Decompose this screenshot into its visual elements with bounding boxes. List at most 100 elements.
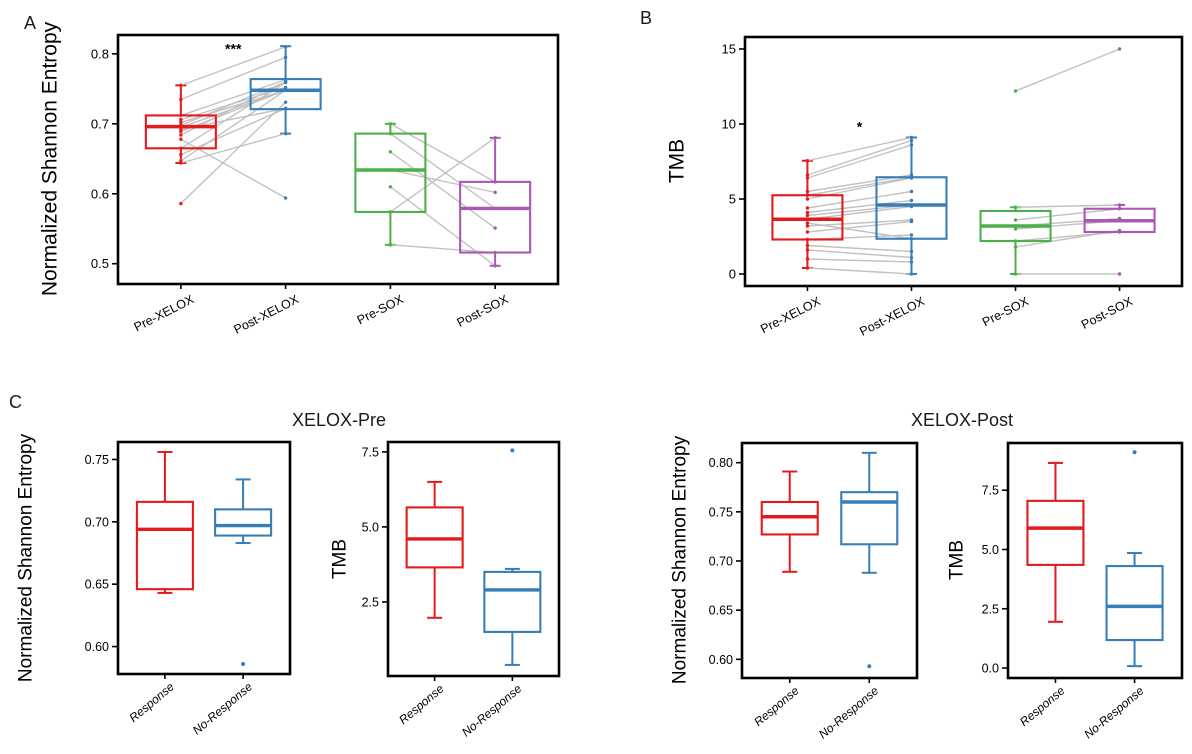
axis-frame	[116, 440, 292, 676]
pair-line	[807, 205, 912, 220]
axis-frame	[116, 33, 560, 286]
x-axis-ticks: Response No-Response	[751, 678, 881, 741]
x-category-label: Response	[751, 683, 802, 729]
x-axis-ticks: Response No-Response	[126, 674, 255, 737]
pair-point	[1117, 47, 1122, 51]
box-pre-xelox	[771, 194, 844, 241]
pair-point	[1013, 272, 1018, 276]
pair-line	[807, 176, 912, 196]
box-outlines	[405, 448, 542, 633]
box-no-response	[214, 508, 273, 537]
box-no-response	[1105, 565, 1164, 642]
pair-point	[805, 159, 810, 163]
pair-point	[909, 249, 914, 254]
pair-line	[1015, 229, 1120, 248]
y-tick-label: 0.7	[91, 116, 109, 131]
y-tick-label: 0.60	[85, 640, 109, 654]
y-tick-label: 0.75	[709, 505, 733, 519]
pair-line	[180, 101, 287, 205]
pair-point	[493, 226, 497, 230]
pair-point	[1013, 89, 1018, 93]
box-fill	[841, 492, 898, 545]
paired-lines	[807, 48, 1120, 275]
pair-point	[805, 221, 810, 225]
pair-line	[807, 258, 912, 263]
y-axis-ticks: 7.5 5.0 2.5	[362, 445, 388, 609]
pair-point	[909, 272, 914, 276]
pair-line	[180, 56, 286, 100]
y-tick-label: 2.5	[982, 602, 999, 616]
outlier-point	[241, 662, 246, 667]
significance-marker: ***	[225, 40, 242, 56]
pair-point	[179, 201, 183, 206]
pair-point	[909, 135, 914, 140]
x-category-label: No-Response	[190, 679, 255, 737]
pair-line	[807, 204, 912, 217]
pair-point	[283, 45, 288, 49]
panel-c2-plot: 7.5 5.0 2.5 Response No-Response	[362, 440, 561, 739]
pair-point	[805, 173, 810, 177]
box-fills	[406, 507, 541, 632]
box-outlines	[144, 78, 532, 254]
panel-label-c: C	[9, 392, 22, 412]
pair-point	[388, 243, 393, 247]
y-tick-label: 2.5	[362, 595, 379, 609]
pair-point	[909, 233, 914, 237]
pair-line	[390, 244, 496, 254]
pair-point	[909, 143, 914, 147]
pair-point	[805, 206, 810, 210]
y-axis-ticks: 15 10 5 0	[722, 42, 745, 282]
pair-point	[388, 150, 393, 154]
pair-line	[1015, 208, 1120, 221]
pair-point	[493, 190, 497, 195]
x-category-label: Pre-XELOX	[758, 294, 823, 336]
pair-point	[388, 185, 393, 189]
panel-label-a: A	[24, 13, 37, 33]
box-outlines	[771, 176, 1156, 243]
y-axis-ticks: 0.75 0.70 0.65 0.60	[85, 453, 118, 654]
pair-point	[283, 55, 288, 60]
pair-point	[283, 196, 288, 200]
panel-a-plot: 0.8 0.7 0.6 0.5 Pre-XELOX Post-XELOX Pre-SOX Po…	[91, 33, 560, 337]
pair-point	[909, 260, 914, 264]
pair-line	[807, 139, 912, 176]
x-category-label: Pre-XELOX	[132, 292, 197, 334]
y-tick-label: 15	[722, 42, 736, 57]
pair-line	[180, 89, 286, 124]
y-tick-label: 0.5	[91, 256, 109, 271]
box-response	[135, 500, 194, 591]
y-tick-label: 5.0	[982, 543, 999, 557]
y-tick-label: 0.70	[85, 515, 109, 529]
pair-line	[389, 137, 496, 213]
pair-line	[807, 190, 912, 209]
whiskers	[782, 451, 877, 574]
pair-line	[807, 144, 912, 179]
box-pre-xelox	[144, 114, 217, 150]
pair-point	[805, 243, 810, 248]
pair-point	[493, 264, 497, 268]
pair-line	[807, 220, 912, 233]
axis-frame	[743, 35, 1184, 288]
box-fill	[1027, 500, 1084, 565]
y-tick-label: 0.75	[85, 453, 109, 467]
y-axis-ticks: 0.80 0.75 0.70 0.65 0.60	[709, 456, 742, 667]
x-axis-ticks: Pre-XELOX Post-XELOX Pre-SOX Post-SOX	[758, 286, 1136, 339]
box-no-response	[840, 491, 899, 546]
pair-line	[1015, 48, 1120, 92]
y-tick-label: 0.65	[709, 604, 733, 618]
pair-point	[805, 224, 810, 228]
pair-point	[493, 136, 497, 140]
pair-point	[805, 266, 810, 270]
y-tick-label: 0	[729, 267, 736, 282]
pair-point	[1013, 205, 1018, 209]
x-category-label: No-Response	[1081, 683, 1146, 741]
significance-marker: *	[857, 119, 863, 135]
x-category-label: Response	[396, 681, 447, 727]
outlier-point	[510, 448, 515, 453]
panel-c1-plot: 0.75 0.70 0.65 0.60 Response No-Response	[85, 440, 292, 737]
whiskers	[157, 450, 251, 594]
y-axis-ticks: 7.5 5.0 2.5 0.0	[982, 484, 1008, 676]
subtitle-xelox-pre: XELOX-Pre	[291, 410, 387, 430]
pair-point	[805, 176, 810, 180]
